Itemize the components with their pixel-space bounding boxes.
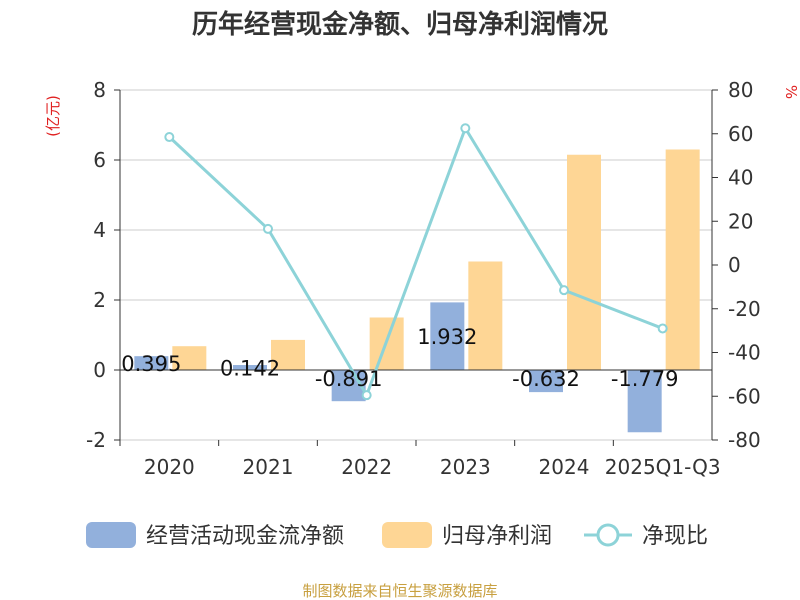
bar-net-profit[interactable] — [271, 339, 305, 370]
chart-title: 历年经营现金净额、归母净利润情况 — [192, 9, 608, 40]
data-label-cash-flow: -1.779 — [611, 367, 679, 391]
bar-cash-flow[interactable] — [627, 370, 662, 433]
x-tick-label: 2022 — [341, 455, 392, 479]
bar-cash-flow[interactable] — [134, 356, 169, 370]
right-tick-label: -60 — [728, 384, 761, 408]
ratio-line — [164, 123, 668, 401]
bar-net-profit[interactable] — [665, 149, 700, 371]
legend-label-net-profit: 归母净利润 — [442, 524, 552, 549]
left-axis-unit: (亿元) — [44, 95, 62, 137]
right-tick-label: 40 — [728, 166, 753, 190]
left-tick-label: -2 — [86, 428, 106, 452]
legend-item-net-profit[interactable]: 归母净利润 — [382, 522, 552, 549]
ratio-line-path — [168, 124, 664, 399]
x-tick-label: 2021 — [243, 455, 294, 479]
left-tick-label: 6 — [93, 148, 106, 172]
right-tick-label: 60 — [728, 122, 753, 146]
ratio-point[interactable] — [361, 390, 372, 401]
legend-item-cash-flow[interactable]: 经营活动现金流净额 — [86, 522, 344, 549]
x-tick-label: 2020 — [144, 455, 195, 479]
right-tick-label: -80 — [728, 428, 761, 452]
data-labels: 0.395 0.142 -0.891 1.932 -0.632 -1.779 — [121, 325, 678, 391]
right-tick-label: 80 — [728, 78, 753, 102]
bar-cash-flow[interactable] — [529, 370, 563, 393]
bar-net-profit[interactable] — [172, 346, 207, 370]
data-label-cash-flow: 1.932 — [417, 325, 477, 349]
bar-cash-flow[interactable] — [233, 365, 267, 370]
ratio-point[interactable] — [164, 132, 175, 143]
ratio-point[interactable] — [559, 285, 569, 296]
legend-label-cash-flow: 经营活动现金流净额 — [146, 524, 344, 549]
source-note: 制图数据来自恒生聚源数据库 — [302, 582, 497, 600]
data-label-cash-flow: 0.395 — [121, 352, 181, 376]
left-tick-label: 4 — [93, 218, 106, 242]
ratio-point[interactable] — [657, 323, 668, 334]
legend: 经营活动现金流净额 归母净利润 净现比 — [86, 522, 708, 549]
x-tick-label: 2025Q1-Q3 — [605, 455, 721, 479]
bar-net-profit[interactable] — [567, 154, 601, 370]
data-label-cash-flow: 0.142 — [220, 357, 280, 381]
right-axis-unit: % — [782, 85, 800, 99]
legend-swatch-cash-flow — [86, 522, 136, 548]
right-tick-label: 20 — [728, 209, 753, 233]
legend-swatch-net-profit — [382, 522, 432, 548]
legend-item-ratio[interactable]: 净现比 — [584, 523, 708, 549]
right-tick-label: -20 — [728, 297, 761, 321]
ratio-point[interactable] — [460, 123, 471, 134]
legend-label-ratio: 净现比 — [642, 524, 708, 549]
data-label-cash-flow: -0.632 — [512, 367, 580, 391]
bars — [134, 149, 700, 433]
data-label-cash-flow: -0.891 — [315, 367, 383, 391]
ratio-point[interactable] — [263, 223, 273, 234]
legend-marker-ratio — [596, 523, 620, 547]
x-tick-label: 2023 — [440, 455, 491, 479]
left-tick-label: 8 — [93, 78, 106, 102]
right-tick-label: 0 — [728, 253, 741, 277]
right-tick-label: -40 — [728, 341, 761, 365]
bar-cash-flow[interactable] — [430, 302, 465, 370]
x-tick-label: 2024 — [539, 455, 590, 479]
bar-net-profit[interactable] — [468, 261, 503, 371]
left-tick-label: 2 — [93, 288, 106, 312]
left-tick-label: 0 — [93, 358, 106, 382]
